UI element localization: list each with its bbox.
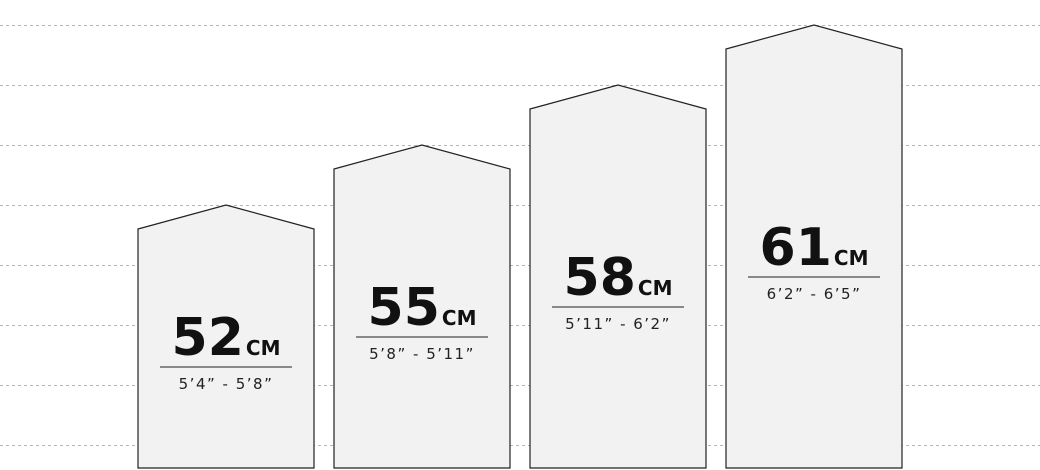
size-block-55: 55 CM 5’8” - 5’11” [333,144,511,469]
size-number: 52 [172,308,244,368]
size-shape [529,84,707,469]
size-number: 55 [368,278,440,338]
size-shape [333,144,511,469]
size-unit: CM [834,246,869,270]
size-shape [137,204,315,469]
size-label: 55 CM [368,278,477,338]
height-range: 5’4” - 5’8” [179,375,274,393]
size-number: 58 [564,248,636,308]
height-range: 5’8” - 5’11” [369,345,475,363]
size-shape [725,24,903,469]
height-range: 5’11” - 6’2” [565,315,671,333]
size-unit: CM [442,306,477,330]
size-label: 61 CM [760,218,869,278]
height-range: 6’2” - 6’5” [767,285,862,303]
size-unit: CM [246,336,281,360]
size-label: 58 CM [564,248,673,308]
size-number: 61 [760,218,832,278]
size-block-58: 58 CM 5’11” - 6’2” [529,84,707,469]
size-unit: CM [638,276,673,300]
size-block-61: 61 CM 6’2” - 6’5” [725,24,903,469]
size-label: 52 CM [172,308,281,368]
size-block-52: 52 CM 5’4” - 5’8” [137,204,315,469]
